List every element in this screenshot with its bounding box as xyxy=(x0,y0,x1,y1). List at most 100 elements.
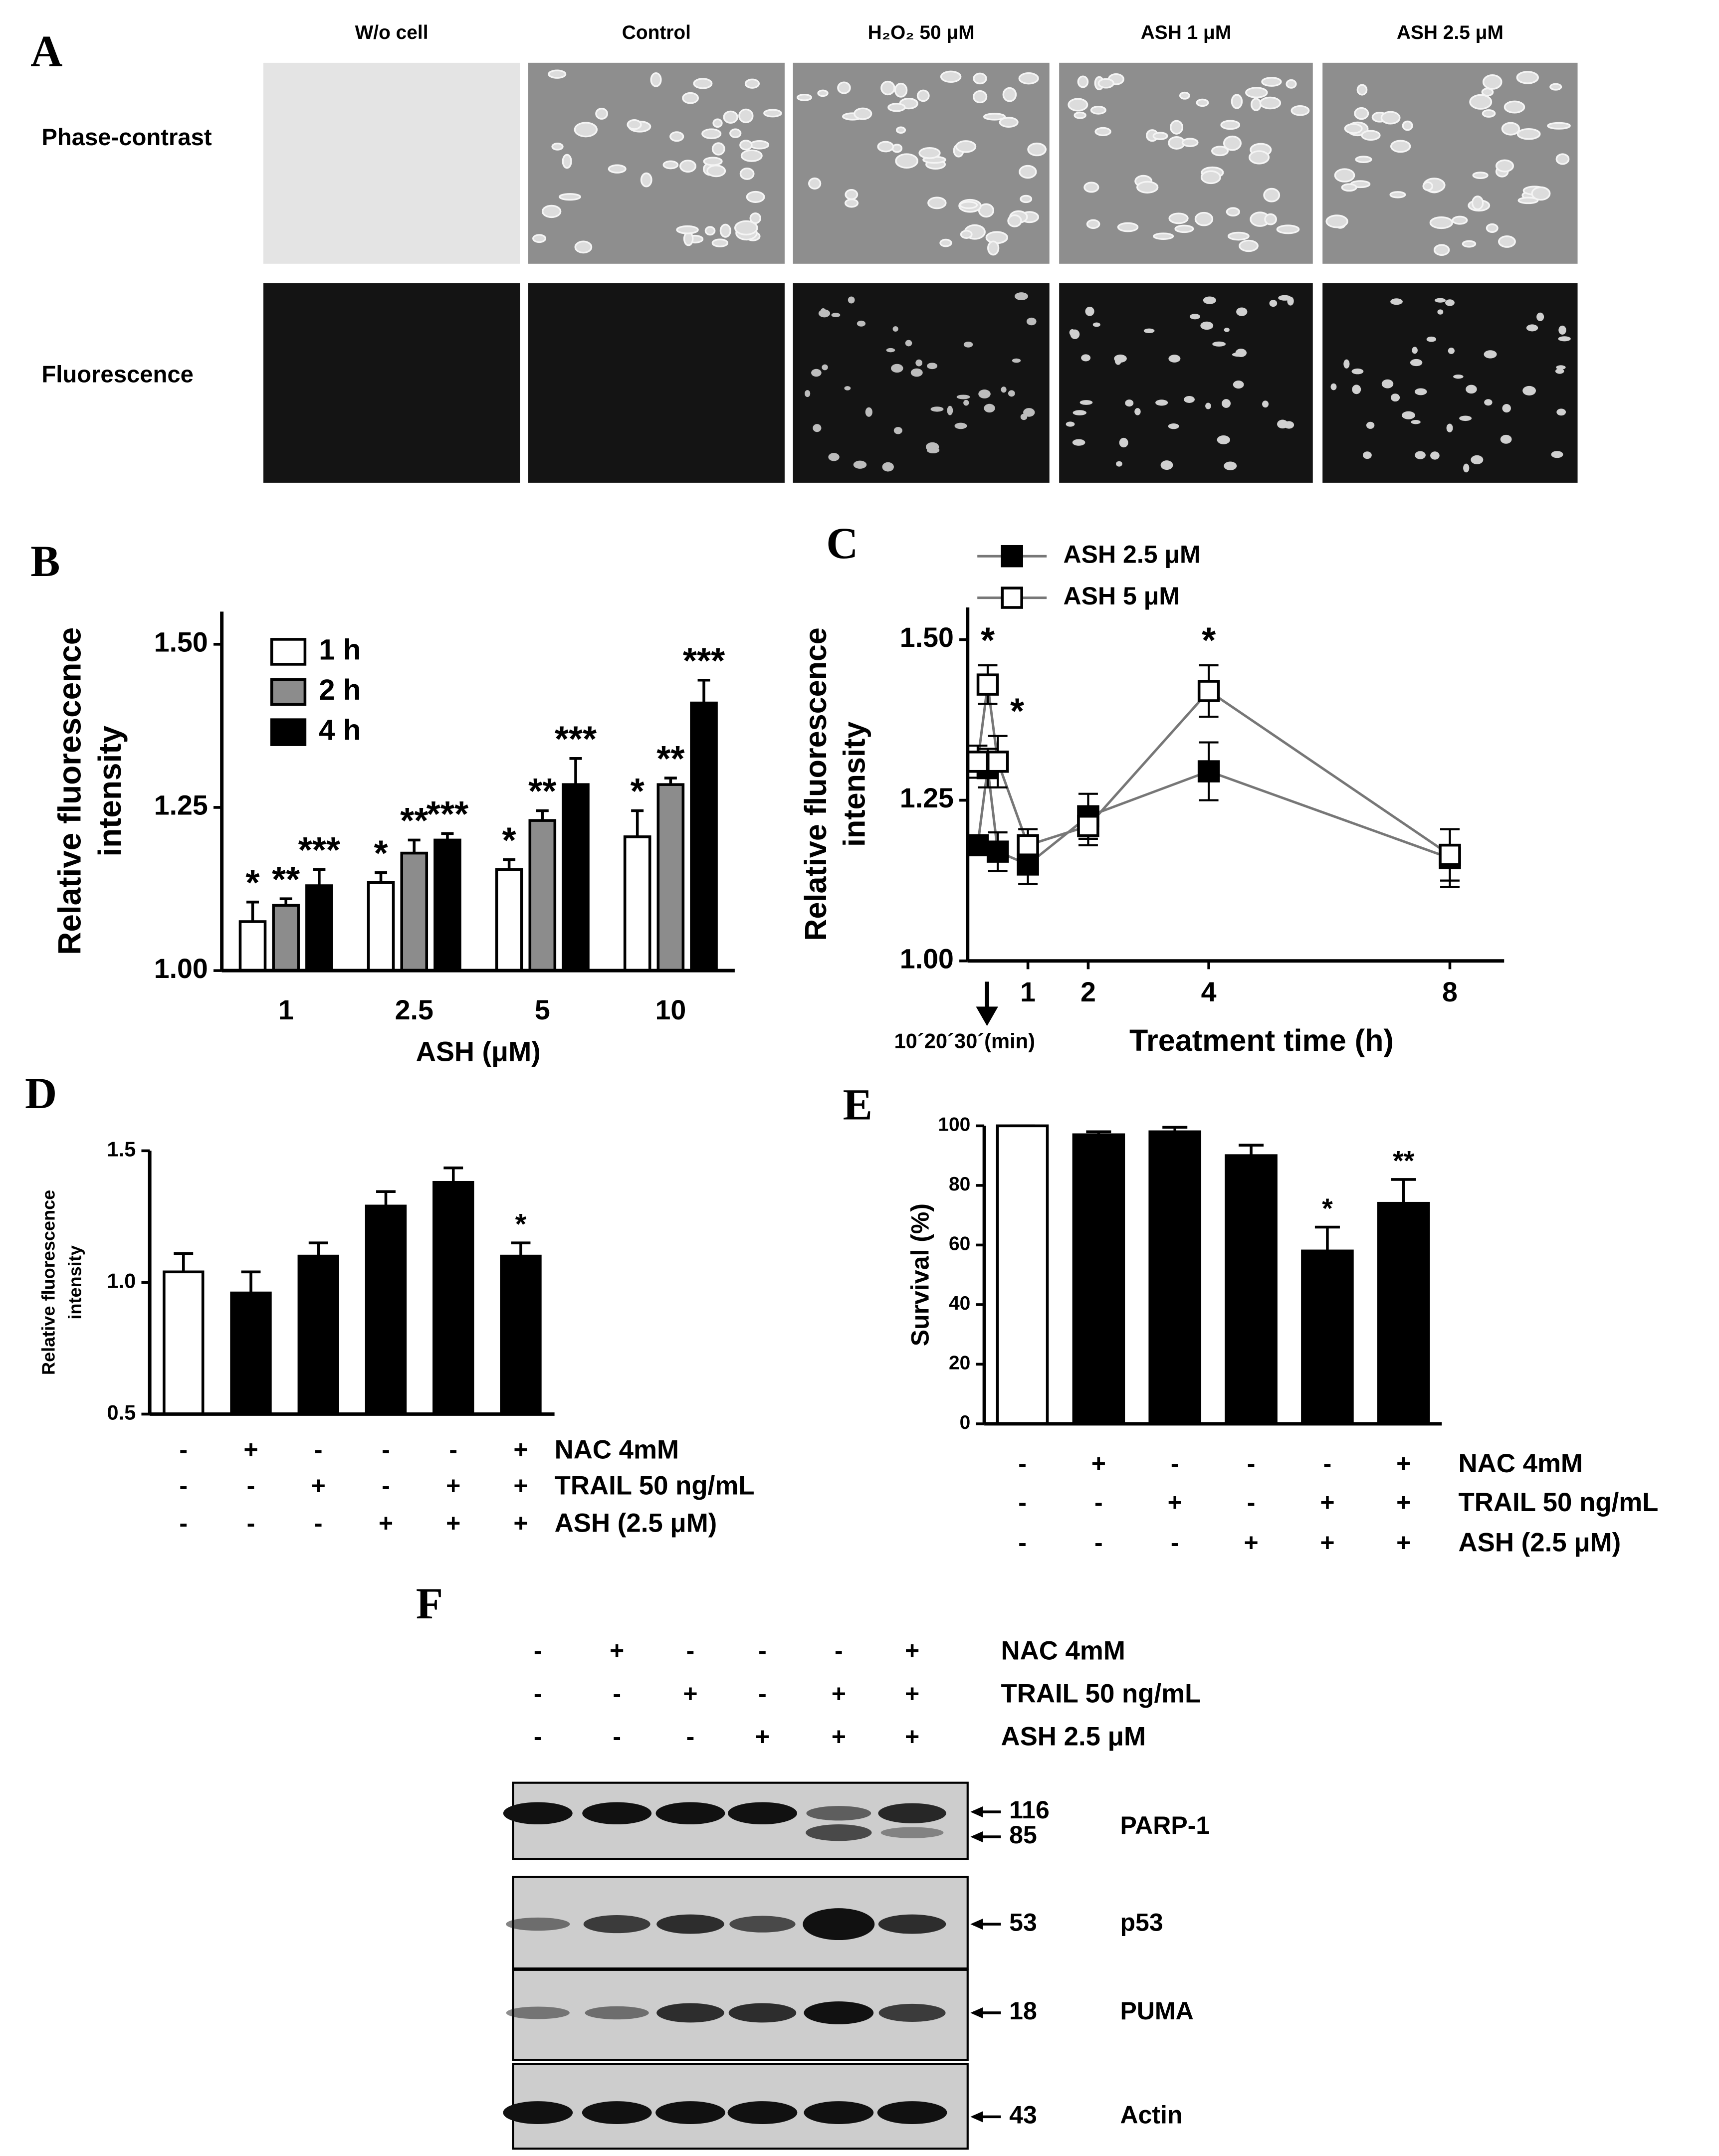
cell xyxy=(1155,399,1168,406)
band xyxy=(582,2101,652,2124)
condition-sign: - xyxy=(534,1723,542,1751)
cell xyxy=(1269,300,1278,307)
cell xyxy=(984,403,995,413)
cell xyxy=(963,341,973,348)
cell xyxy=(1484,399,1493,406)
condition-sign: + xyxy=(1396,1449,1411,1477)
y-tick-label: 1.5 xyxy=(107,1137,136,1161)
cell xyxy=(1412,347,1418,354)
y-axis-label: Relative fluorescence xyxy=(51,627,87,955)
cell xyxy=(1012,358,1021,363)
condition-sign: - xyxy=(1171,1529,1179,1557)
cell xyxy=(963,399,969,406)
bar xyxy=(690,701,718,972)
cell xyxy=(805,390,811,397)
cell xyxy=(857,320,866,327)
cell xyxy=(1153,232,1174,240)
cell xyxy=(739,168,755,180)
cell xyxy=(1555,368,1564,374)
cell xyxy=(1482,109,1496,118)
y-tick-label: 1.0 xyxy=(107,1269,136,1292)
y-axis-label: Relative fluorescence xyxy=(38,1190,59,1375)
cell xyxy=(1389,191,1406,198)
cell xyxy=(1026,317,1037,326)
significance: *** xyxy=(298,830,341,870)
micrograph xyxy=(528,62,785,264)
bar xyxy=(230,1291,272,1416)
condition-label: TRAIL 50 ng/mL xyxy=(1459,1488,1659,1517)
cell xyxy=(955,140,977,153)
band xyxy=(804,2001,874,2024)
cell xyxy=(1027,142,1047,157)
marker xyxy=(1439,843,1461,866)
cell xyxy=(820,308,827,316)
mw-label: 85 xyxy=(1009,1821,1037,1849)
cell xyxy=(1119,437,1128,448)
bar xyxy=(367,881,395,972)
significance: * xyxy=(245,863,260,903)
cell xyxy=(1072,439,1085,446)
condition-sign: + xyxy=(1244,1529,1258,1557)
cell xyxy=(1125,399,1134,407)
condition-sign: - xyxy=(686,1723,695,1751)
micrograph xyxy=(1059,283,1313,483)
condition-sign: + xyxy=(905,1637,919,1665)
condition-sign: + xyxy=(1396,1529,1411,1557)
cell xyxy=(985,231,1008,244)
x-tick-label: 10 xyxy=(655,994,686,1025)
cell xyxy=(1334,168,1355,183)
legend-marker xyxy=(1001,545,1023,568)
cell xyxy=(1174,224,1194,233)
marker xyxy=(986,751,1009,773)
cell xyxy=(973,90,988,104)
cell xyxy=(865,407,872,417)
cell xyxy=(679,160,696,173)
band xyxy=(880,1827,944,1838)
cell xyxy=(845,189,859,200)
cell xyxy=(1484,350,1497,359)
significance: * xyxy=(1202,621,1216,661)
cell xyxy=(1462,240,1477,248)
cell xyxy=(704,226,716,236)
cell xyxy=(1549,83,1562,91)
significance: * xyxy=(502,820,517,860)
condition-sign: + xyxy=(513,1436,528,1464)
bar xyxy=(365,1204,407,1416)
band xyxy=(878,2003,946,2022)
cell xyxy=(905,340,912,347)
cell xyxy=(1239,239,1259,252)
condition-label: TRAIL 50 ng/mL xyxy=(1001,1679,1201,1709)
cell xyxy=(1426,336,1437,342)
significance: * xyxy=(1322,1193,1333,1224)
cell xyxy=(1517,196,1539,204)
cell xyxy=(893,427,902,434)
cell xyxy=(1224,328,1230,332)
cell xyxy=(1222,399,1231,408)
cell xyxy=(828,453,840,461)
micrograph-bg xyxy=(263,62,520,264)
cell xyxy=(608,164,627,174)
significance: * xyxy=(1010,691,1025,731)
x-axis-label: ASH (μM) xyxy=(416,1036,541,1067)
cell xyxy=(1344,123,1363,134)
cell xyxy=(854,107,872,120)
y-tick-label: 1.00 xyxy=(154,953,208,984)
cell xyxy=(1094,127,1111,137)
micrograph-bg xyxy=(263,283,520,483)
panel-label: C xyxy=(826,519,858,568)
y-tick-label: 20 xyxy=(949,1353,970,1374)
condition-sign: + xyxy=(1320,1529,1334,1557)
significance: * xyxy=(515,1208,527,1240)
cell xyxy=(1070,329,1080,339)
cell xyxy=(1081,354,1091,362)
significance: * xyxy=(631,772,645,811)
mw-label: 18 xyxy=(1009,1997,1037,2025)
cell xyxy=(1448,348,1455,354)
micrograph xyxy=(528,283,785,483)
legend-swatch xyxy=(270,638,307,666)
condition-sign: + xyxy=(513,1509,528,1537)
y-axis-label: Survival (%) xyxy=(906,1203,934,1346)
significance: *** xyxy=(683,641,725,681)
condition-sign: - xyxy=(534,1680,542,1708)
micrograph xyxy=(1322,62,1578,264)
